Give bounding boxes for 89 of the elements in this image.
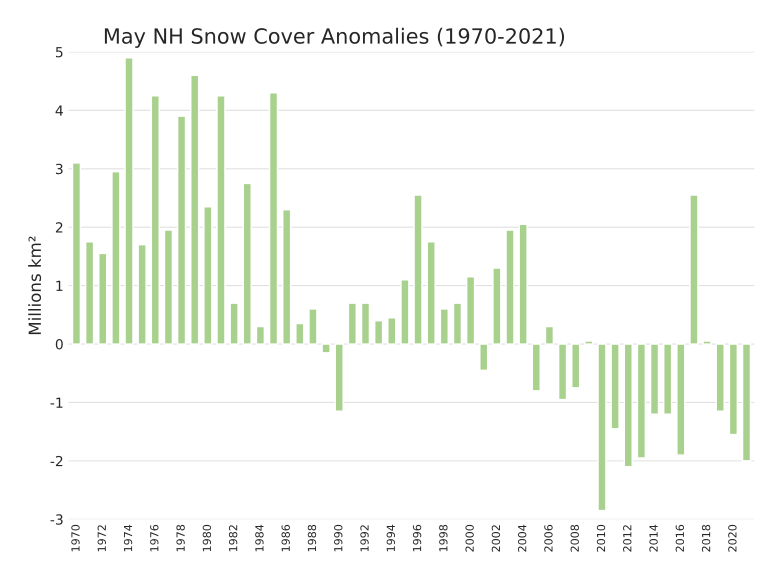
x-tick-label: 1990 (334, 524, 342, 552)
bar (72, 162, 82, 345)
bar (348, 302, 357, 345)
bar (84, 241, 94, 345)
bar (702, 340, 712, 345)
bar (610, 343, 620, 430)
bar (452, 302, 462, 345)
bar (295, 322, 304, 345)
bar (689, 194, 699, 345)
bar (426, 241, 436, 345)
bar (111, 171, 121, 345)
y-tick-label: -3 (50, 514, 63, 525)
x-tick-label: 2014 (649, 524, 658, 552)
bar (728, 343, 738, 436)
x-tick-label: 1984 (255, 524, 264, 552)
y-tick-label: 5 (56, 47, 63, 58)
bar (597, 343, 607, 512)
x-tick-label: 2020 (728, 524, 737, 552)
y-tick-label: 1 (56, 280, 62, 291)
bar (242, 182, 252, 345)
x-tick-label: 1998 (439, 524, 448, 552)
x-tick-label: 2016 (676, 524, 684, 552)
x-tick-label: 1996 (412, 524, 422, 552)
bar (413, 194, 423, 345)
x-tick-label: 1988 (308, 524, 316, 552)
bar (321, 343, 331, 354)
x-tick-label: 1980 (202, 524, 212, 552)
bar (571, 343, 580, 389)
bar (334, 343, 344, 412)
y-axis-title: Millions km² (28, 236, 42, 334)
x-tick-label: 2002 (492, 525, 500, 552)
bar (176, 116, 186, 345)
bar (387, 317, 396, 345)
bar (400, 279, 410, 345)
chart-title: May NH Snow Cover Anomalies (1970-2021) (104, 28, 564, 48)
x-tick-label: 1994 (386, 524, 395, 552)
y-tick-label: 3 (56, 164, 63, 174)
x-tick-label: 1972 (98, 525, 106, 552)
x-tick-label: 2006 (544, 524, 553, 552)
y-tick-label: 4 (56, 106, 63, 116)
x-tick-label: 1970 (71, 524, 80, 552)
x-tick-label: 1986 (281, 524, 290, 552)
y-tick-label: 0 (56, 339, 63, 350)
bar (203, 206, 212, 345)
x-tick-label: 2000 (465, 524, 474, 552)
bar (716, 343, 725, 412)
y-tick-label: 2 (56, 222, 62, 232)
bar (440, 308, 449, 345)
bar (492, 267, 502, 345)
x-tick-label: 1992 (360, 525, 369, 552)
x-tick-label: 2018 (702, 524, 710, 552)
bar (742, 343, 752, 462)
bar (138, 244, 147, 345)
bar (268, 92, 278, 345)
y-tick-label: -1 (50, 398, 62, 408)
bar (505, 229, 515, 345)
bar (636, 343, 646, 459)
bar (150, 95, 160, 345)
bar (164, 229, 174, 345)
bar (98, 252, 108, 345)
bar (124, 57, 134, 345)
bar (308, 308, 318, 345)
bar (663, 343, 672, 415)
bar (544, 326, 554, 345)
bar (650, 343, 660, 415)
bar (466, 276, 476, 345)
bar (676, 343, 686, 456)
bar (558, 343, 568, 400)
x-tick-label: 1982 (228, 525, 238, 552)
y-tick-label: -2 (50, 456, 62, 466)
bar (518, 224, 528, 345)
x-tick-label: 2012 (623, 525, 632, 552)
bar (229, 302, 239, 345)
x-tick-label: 1976 (150, 524, 159, 552)
x-tick-label: 1978 (176, 524, 185, 552)
x-tick-label: 2010 (596, 524, 606, 552)
bar (360, 302, 370, 345)
x-tick-label: 2004 (518, 524, 526, 552)
bar (216, 95, 226, 345)
bar (256, 326, 266, 345)
bar (282, 208, 292, 345)
bar (584, 340, 594, 345)
bar (374, 320, 384, 345)
x-tick-label: 2008 (570, 524, 579, 552)
bar (190, 74, 200, 345)
bar (532, 343, 541, 392)
bar (479, 343, 488, 372)
bar (624, 343, 633, 468)
x-tick-label: 1974 (124, 524, 132, 552)
